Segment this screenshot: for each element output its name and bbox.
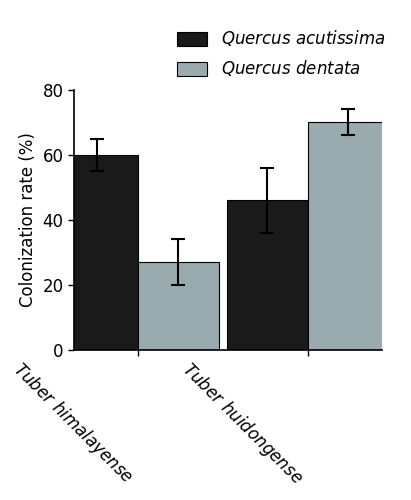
Bar	[227, 200, 308, 350]
Bar	[57, 155, 138, 350]
Legend: $\it{Quercus}$ $\it{acutissima}$, $\it{Quercus}$ $\it{dentata}$: $\it{Quercus}$ $\it{acutissima}$, $\it{Q…	[173, 24, 390, 84]
Bar	[138, 262, 219, 350]
Bar	[308, 122, 389, 350]
Y-axis label: Colonization rate (%): Colonization rate (%)	[19, 132, 37, 308]
